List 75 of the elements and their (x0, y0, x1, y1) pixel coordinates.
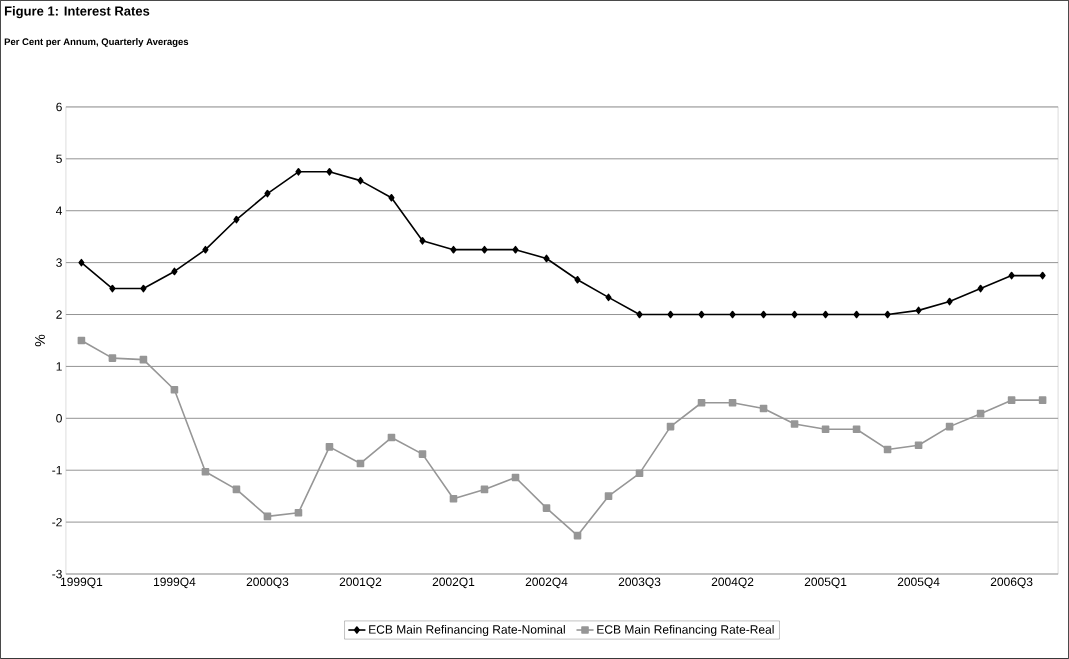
point (697, 398, 706, 407)
point (822, 310, 829, 319)
y-tick-label: 5 (56, 154, 62, 164)
point (140, 284, 147, 293)
point (977, 284, 984, 293)
point (170, 386, 179, 394)
chart-subtitle: Per Cent per Annum, Quarterly Averages (4, 38, 189, 48)
x-tick-label: 2000Q3 (246, 577, 289, 589)
y-tick-label: 1 (56, 362, 62, 371)
x-tick-label: 1999Q1 (60, 577, 103, 589)
y-tick-label: 2 (56, 310, 62, 319)
x-tick-label: 2003Q3 (618, 577, 661, 589)
point (481, 245, 488, 254)
point (512, 245, 519, 254)
point (853, 310, 860, 319)
point (201, 468, 210, 476)
point (418, 450, 427, 458)
point (326, 168, 333, 176)
point (108, 354, 117, 362)
point (264, 189, 271, 198)
point (202, 245, 209, 254)
chart-title: Figure 1: Interest Rates (4, 6, 150, 19)
point (790, 420, 799, 428)
y-tick-label: -3 (52, 569, 62, 579)
y-tick-label: 4 (55, 206, 63, 215)
point (667, 310, 674, 319)
x-tick-label: 2005Q4 (897, 577, 940, 589)
point (1007, 396, 1016, 404)
point (233, 215, 240, 224)
x-tick-label: 2001Q2 (339, 577, 382, 589)
point (636, 310, 643, 319)
legend-label: ECB Main Refinancing Rate-Real (597, 624, 774, 637)
point (325, 443, 334, 451)
point (884, 310, 891, 319)
point (1038, 396, 1047, 404)
x-tick-label: 2002Q1 (432, 577, 475, 589)
point (791, 310, 798, 319)
point (1008, 271, 1015, 280)
point (109, 284, 116, 293)
y-tick-label: 3 (56, 258, 62, 267)
point (946, 297, 953, 306)
point (605, 293, 612, 302)
point (543, 254, 550, 263)
point (914, 441, 923, 450)
x-tick-label: 2005Q1 (804, 577, 847, 589)
point (728, 398, 737, 407)
point (760, 310, 767, 319)
point (915, 306, 922, 315)
x-tick-label: 2002Q4 (525, 577, 568, 589)
point (1039, 271, 1046, 280)
point (419, 237, 426, 245)
point (852, 425, 861, 434)
point (78, 258, 85, 267)
y-axis-title: % (35, 334, 45, 347)
point (821, 425, 830, 434)
point (698, 310, 705, 319)
point (294, 509, 303, 517)
point (729, 310, 736, 319)
point (388, 193, 395, 202)
point (542, 504, 551, 512)
point (574, 275, 581, 284)
y-tick-label: 0 (56, 414, 62, 423)
point (449, 494, 458, 503)
point (450, 245, 457, 254)
x-tick-label: 2004Q2 (711, 577, 754, 589)
x-tick-label: 1999Q4 (153, 577, 196, 589)
y-tick-label: -2 (52, 517, 62, 527)
point (171, 267, 178, 276)
x-tick-label: 2006Q3 (990, 577, 1033, 589)
point (357, 176, 364, 185)
y-tick-label: 6 (56, 102, 62, 112)
legend-label: ECB Main Refinancing Rate-Nominal (369, 624, 565, 637)
y-tick-label: -1 (52, 466, 62, 475)
point (295, 168, 302, 176)
point (604, 492, 613, 500)
